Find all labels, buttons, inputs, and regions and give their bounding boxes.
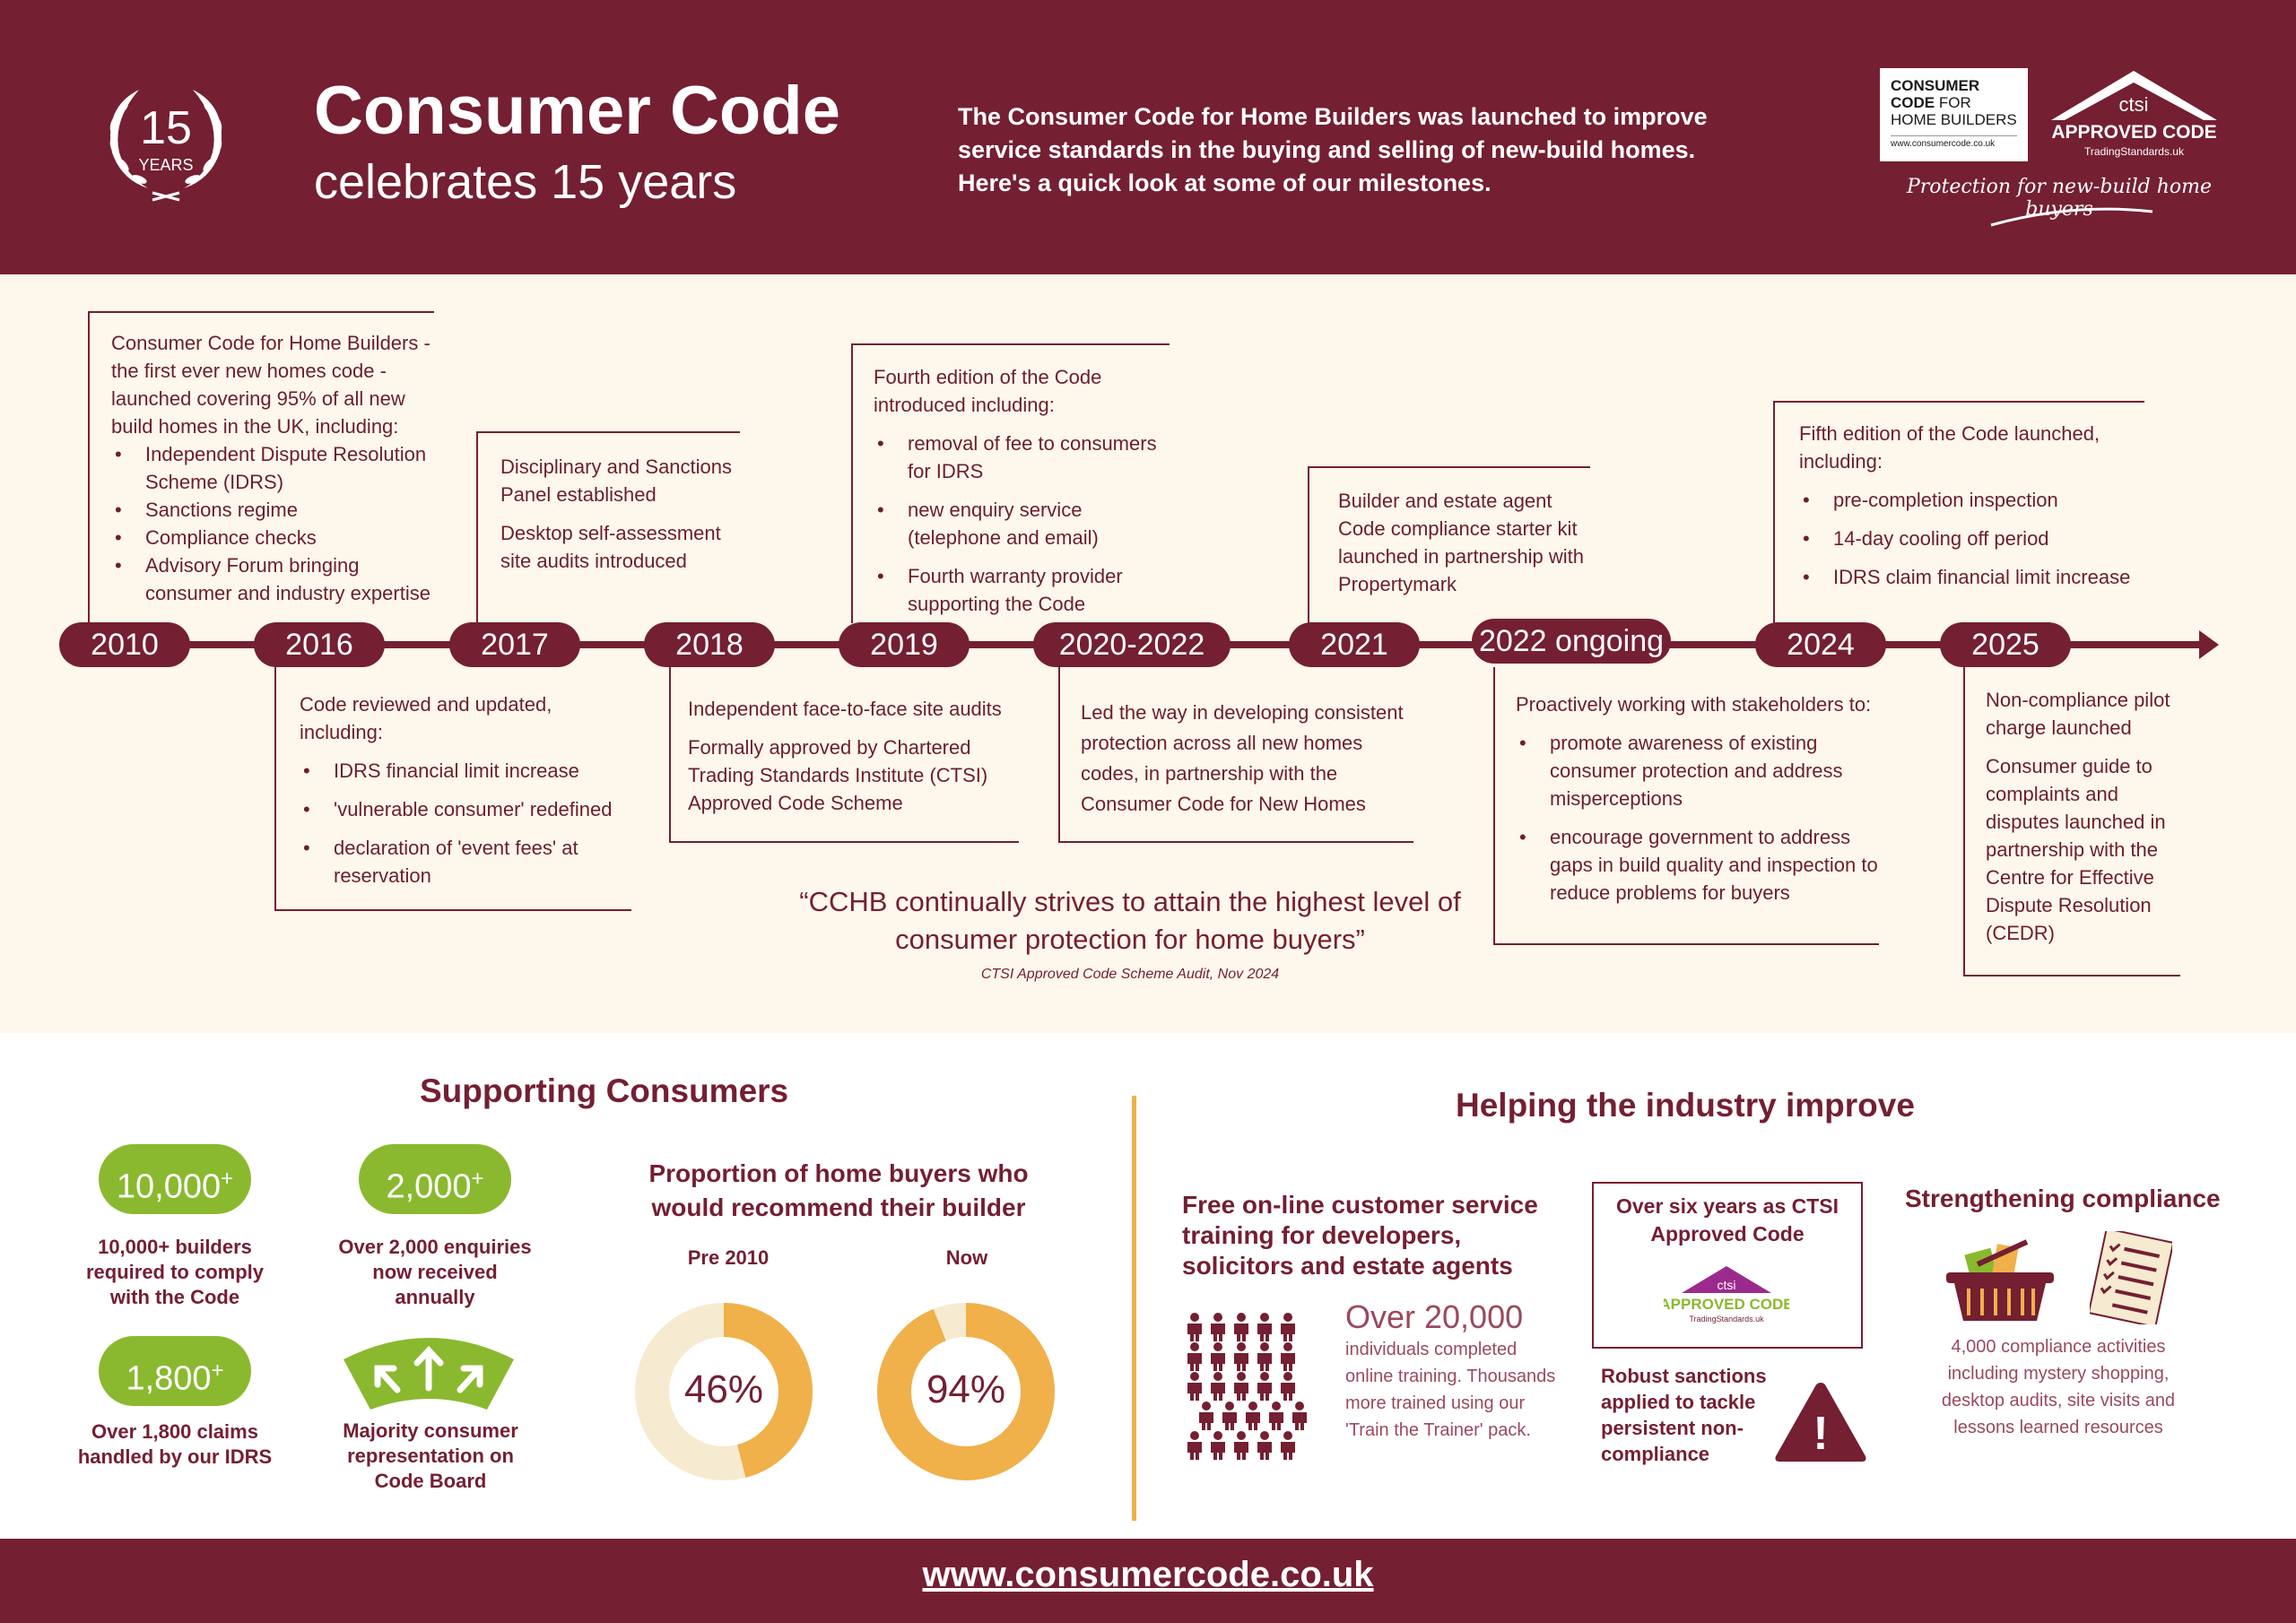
year-2017: 2017 bbox=[449, 622, 580, 667]
header-banner: 15 YEARS Consumer Code celebrates 15 yea… bbox=[0, 0, 2296, 274]
year-2022-ongoing: 2022 ongoing bbox=[1472, 619, 1671, 664]
stat-enquiries-pill: 2,000+ bbox=[359, 1144, 511, 1214]
code-board-caption: Majority consumer representation on Code… bbox=[343, 1419, 518, 1492]
footer-url-link[interactable]: www.consumercode.co.uk bbox=[922, 1555, 1374, 1594]
ctsi-approved-box bbox=[1592, 1182, 1863, 1349]
arrow-right-icon bbox=[2199, 630, 2219, 659]
training-title: Free on-line customer service training f… bbox=[1182, 1191, 1538, 1280]
trading-standards-label: TradingStandards.uk bbox=[2084, 145, 2184, 158]
milestone-2021: Builder and estate agent Code compliance… bbox=[1338, 490, 1584, 595]
donut-value-now: 94% bbox=[926, 1367, 1006, 1411]
milestone-2022-frame bbox=[1493, 667, 1879, 945]
milestone-2020-2022: Led the way in developing consistent pro… bbox=[1081, 701, 1404, 815]
milestone-2010-frame bbox=[88, 311, 434, 623]
badge-label: YEARS bbox=[138, 156, 193, 174]
stat-builders-caption: 10,000+ builders required to comply with… bbox=[85, 1236, 265, 1308]
recommend-title: Proportion of home buyers who would reco… bbox=[648, 1159, 1029, 1221]
intro-text: The Consumer Code for Home Builders was … bbox=[958, 103, 1708, 196]
year-2024: 2024 bbox=[1755, 622, 1886, 667]
warning-icon: ! bbox=[1775, 1383, 1866, 1462]
milestone-2022: Proactively working with stakeholders to… bbox=[1516, 690, 1892, 917]
milestone-2019-frame bbox=[851, 343, 1170, 623]
compliance-title: Strengthening compliance bbox=[1905, 1185, 2221, 1212]
year-2016: 2016 bbox=[254, 622, 385, 667]
milestone-2017: Disciplinary and Sanctions Panel establi… bbox=[500, 456, 733, 572]
milestone-2025-frame bbox=[1963, 667, 2180, 976]
training-text: individuals completed online training. T… bbox=[1345, 1340, 1556, 1440]
approved-code-roof-icon: ctsi bbox=[2051, 71, 2217, 120]
consumer-code-logo: CONSUMER CODE FOR HOME BUILDERS www.cons… bbox=[1880, 68, 2028, 161]
year-2010: 2010 bbox=[59, 622, 190, 667]
milestone-2021-frame bbox=[1308, 466, 1590, 623]
bottom-section bbox=[0, 1033, 2296, 1539]
milestone-2024-frame bbox=[1773, 401, 2144, 623]
ctsi-years-title: Over six years as CTSI Approved Code bbox=[1615, 1194, 1839, 1245]
industry-title: Helping the industry improve bbox=[1456, 1087, 1915, 1124]
svg-text:ctsi: ctsi bbox=[2119, 93, 2149, 116]
svg-text:!: ! bbox=[1813, 1408, 1828, 1460]
year-2025: 2025 bbox=[1940, 622, 2071, 667]
stat-claims-caption: Over 1,800 claims handled by our IDRS bbox=[77, 1420, 273, 1468]
section-divider bbox=[1132, 1096, 1136, 1521]
page-subtitle: celebrates 15 years bbox=[314, 155, 737, 209]
compliance-text: 4,000 compliance activities including my… bbox=[1941, 1337, 2176, 1437]
checklist-icon bbox=[2090, 1231, 2172, 1324]
year-2020-2022: 2020-2022 bbox=[1033, 622, 1231, 667]
swoosh-icon bbox=[1990, 207, 2153, 227]
code-board-arrows-icon bbox=[344, 1338, 514, 1410]
approved-code-label: APPROVED CODE bbox=[2051, 122, 2217, 143]
stat-builders-pill: 10,000+ bbox=[99, 1144, 251, 1214]
shopping-basket-icon bbox=[1946, 1239, 2054, 1321]
ctsi-approved-logo: ctsi APPROVED CODE TradingStandards.uk bbox=[1664, 1266, 1789, 1324]
milestone-2018-frame bbox=[669, 667, 1019, 843]
milestone-2016: Code reviewed and updated, including: ID… bbox=[300, 690, 622, 900]
donut-value-pre2010: 46% bbox=[683, 1367, 764, 1411]
milestone-2017-frame bbox=[476, 431, 740, 623]
stat-enquiries-caption: Over 2,000 enquiries now received annual… bbox=[338, 1236, 532, 1308]
svg-text:APPROVED CODE: APPROVED CODE bbox=[1664, 1296, 1789, 1313]
stat-claims-pill: 1,800+ bbox=[99, 1336, 251, 1406]
milestone-2010: Consumer Code for Home Builders - the fi… bbox=[111, 329, 443, 607]
quote-source: CTSI Approved Code Scheme Audit, Nov 202… bbox=[980, 967, 1280, 982]
year-2018: 2018 bbox=[644, 622, 775, 667]
sanctions-text: Robust sanctions applied to tackle persi… bbox=[1601, 1365, 1767, 1465]
donut-now bbox=[877, 1303, 1055, 1480]
svg-text:ctsi: ctsi bbox=[1718, 1278, 1736, 1292]
footer-banner bbox=[0, 1539, 2296, 1623]
milestone-2019: Fourth edition of the Code introduced in… bbox=[874, 363, 1170, 629]
supporting-consumers-title: Supporting Consumers bbox=[420, 1072, 789, 1109]
donut-label-pre2010: Pre 2010 bbox=[687, 1246, 770, 1269]
badge-number: 15 bbox=[140, 102, 192, 154]
laurel-wreath-icon: 15 YEARS bbox=[109, 90, 222, 202]
milestone-2025: Non-compliance pilot charge launched Con… bbox=[1986, 689, 2170, 944]
milestone-2020-frame bbox=[1058, 667, 1413, 843]
people-group-icon bbox=[1187, 1313, 1307, 1460]
year-2019: 2019 bbox=[839, 622, 970, 667]
tagline: Protection for new-build home buyers bbox=[1906, 176, 2213, 221]
svg-text:TradingStandards.uk: TradingStandards.uk bbox=[1689, 1315, 1764, 1324]
milestone-2024: Fifth edition of the Code launched, incl… bbox=[1799, 420, 2149, 602]
year-2021: 2021 bbox=[1289, 622, 1420, 667]
donut-label-now: Now bbox=[945, 1246, 988, 1269]
milestone-2016-frame bbox=[274, 667, 631, 911]
donut-pre2010 bbox=[635, 1303, 813, 1480]
audit-quote: “CCHB continually strives to attain the … bbox=[799, 886, 1461, 955]
training-count: Over 20,000 bbox=[1345, 1298, 1524, 1335]
milestone-2018: Independent face-to-face site audits For… bbox=[688, 698, 1002, 814]
page-title: Consumer Code bbox=[314, 73, 840, 149]
